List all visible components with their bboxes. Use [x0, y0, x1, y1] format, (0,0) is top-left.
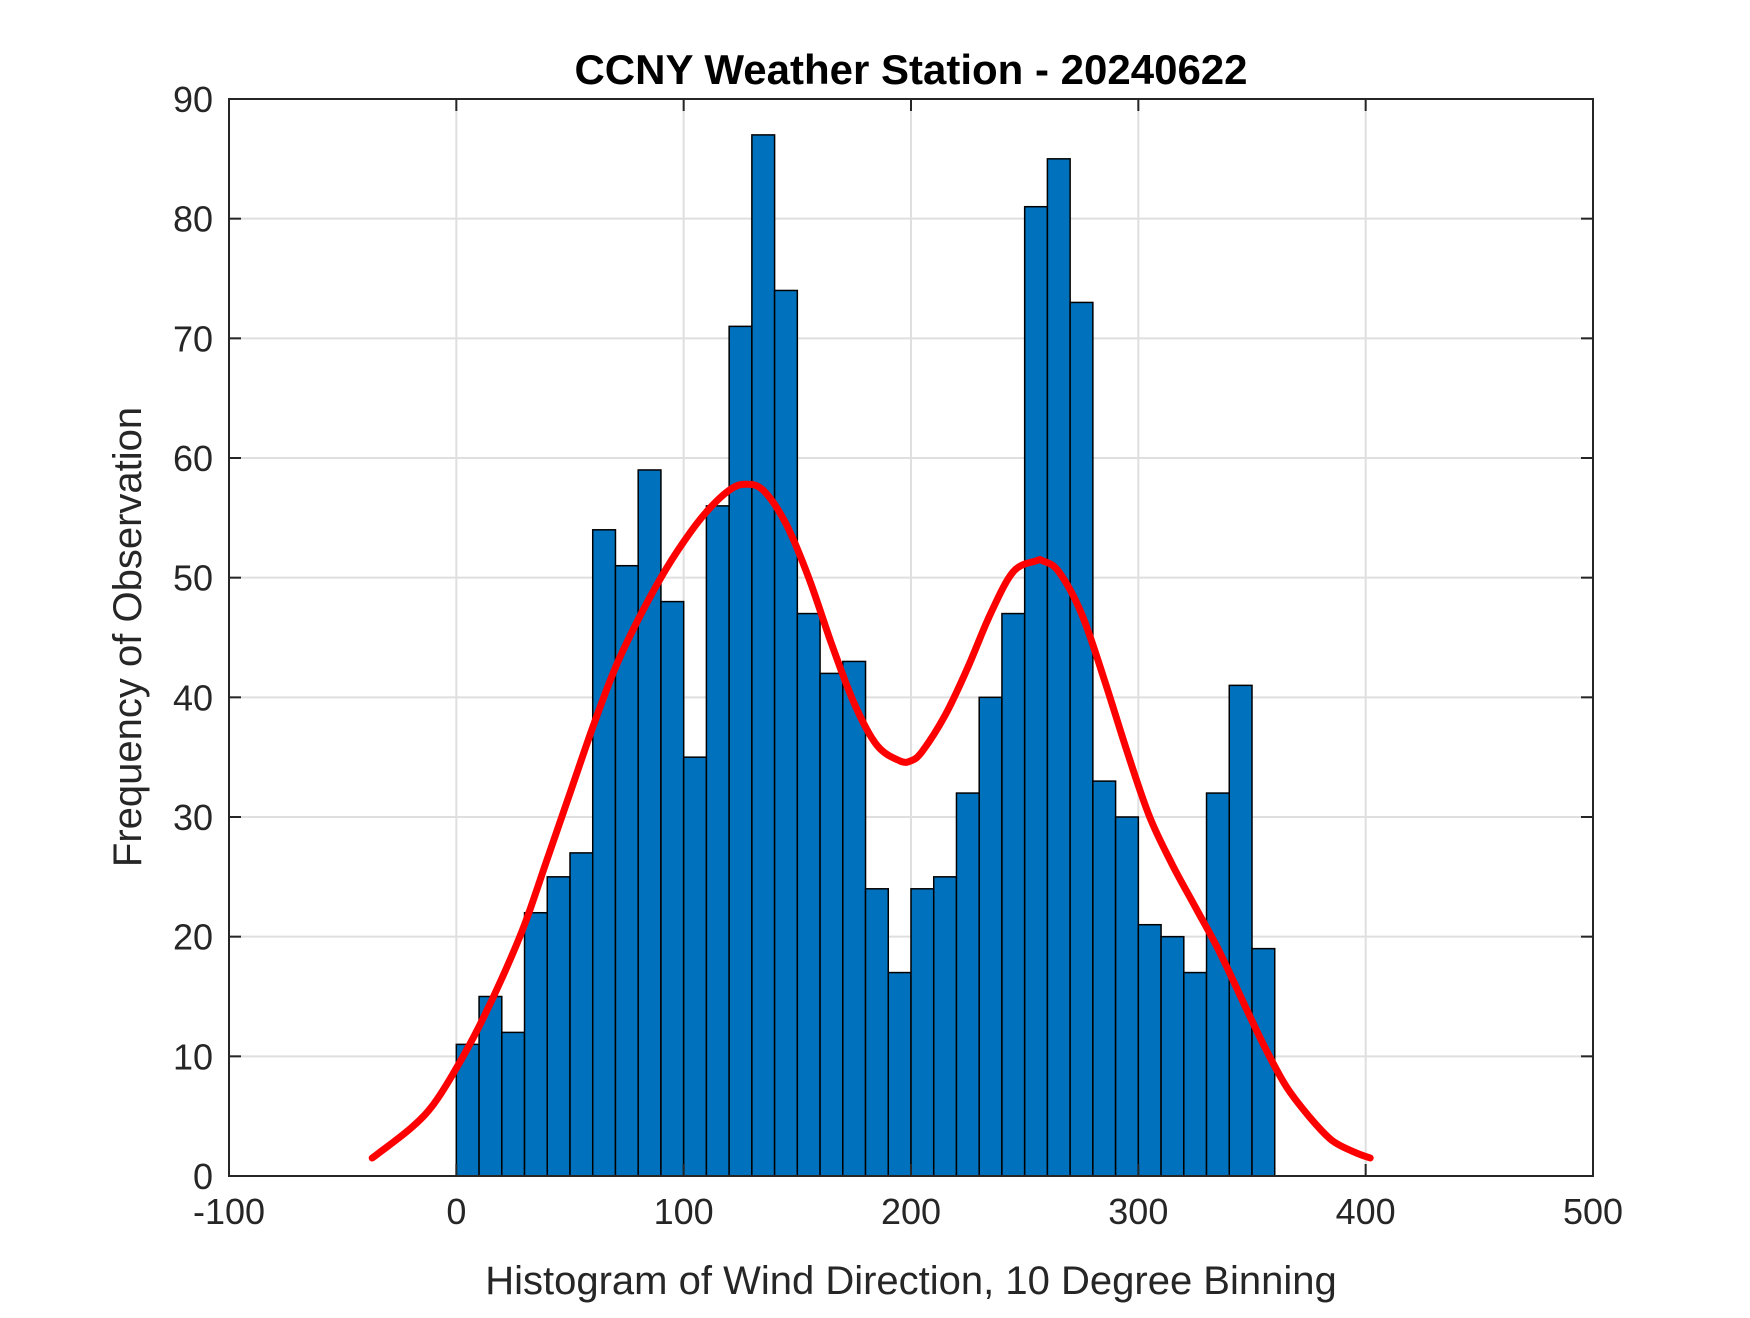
- x-axis-label: Histogram of Wind Direction, 10 Degree B…: [485, 1259, 1337, 1303]
- axes: [228, 98, 1594, 1177]
- histogram-bar: [1046, 158, 1071, 1177]
- x-tick-label: 100: [654, 1191, 714, 1232]
- y-axis-label: Frequency of Observation: [106, 407, 150, 867]
- histogram-bar: [637, 469, 662, 1177]
- y-tick-label: 0: [193, 1156, 213, 1197]
- y-tick-label: 20: [173, 917, 213, 958]
- histogram-bar: [546, 876, 571, 1177]
- histogram-bar: [501, 1031, 526, 1177]
- histogram-bar: [569, 852, 594, 1177]
- histogram-bar: [1069, 301, 1094, 1177]
- histogram-bar: [1205, 792, 1231, 1177]
- y-tick-label: 60: [173, 438, 213, 479]
- histogram-bar: [887, 971, 912, 1177]
- fit-curve: [368, 480, 1374, 1162]
- histogram-bar: [1183, 971, 1208, 1177]
- y-tick-label: 80: [173, 199, 213, 240]
- y-tick-label: 50: [173, 558, 213, 599]
- histogram-bar: [1001, 612, 1026, 1177]
- x-tick-label: 300: [1108, 1191, 1168, 1232]
- histogram-bar: [523, 911, 549, 1177]
- histogram-bar: [728, 325, 753, 1177]
- histogram-bar: [1160, 935, 1185, 1177]
- histogram-bar: [932, 876, 958, 1177]
- histogram-bar: [773, 289, 799, 1177]
- histogram-bar: [1092, 780, 1117, 1177]
- x-tick-label: -100: [193, 1191, 265, 1232]
- fit-curve-line: [368, 480, 1374, 1162]
- y-tick-label: 70: [173, 318, 213, 359]
- chart-title: CCNY Weather Station - 20240622: [574, 46, 1247, 93]
- histogram-bar: [1114, 816, 1140, 1177]
- histogram-bar: [1228, 684, 1253, 1177]
- histogram-bar: [682, 756, 708, 1177]
- histogram-bar: [978, 696, 1003, 1177]
- histogram-bar: [1137, 923, 1162, 1177]
- histogram-bar: [819, 672, 844, 1177]
- y-tick-label: 30: [173, 797, 213, 838]
- histogram-bar: [591, 529, 617, 1177]
- x-tick-label: 400: [1336, 1191, 1396, 1232]
- y-tick-label: 10: [173, 1036, 213, 1077]
- histogram-bar: [705, 505, 730, 1177]
- histogram-bars: [455, 134, 1276, 1177]
- x-tick-label: 200: [881, 1191, 941, 1232]
- histogram-bar: [864, 888, 890, 1177]
- histogram-bar: [910, 888, 935, 1177]
- histogram-bar: [955, 792, 980, 1177]
- histogram-bar: [751, 134, 776, 1177]
- histogram-bar: [1023, 205, 1049, 1177]
- histogram-bar: [660, 600, 685, 1177]
- histogram-bar: [842, 660, 867, 1177]
- x-tick-label: 500: [1563, 1191, 1623, 1232]
- x-tick-label: 0: [446, 1191, 466, 1232]
- histogram-bar: [796, 612, 821, 1177]
- y-tick-label: 90: [173, 79, 213, 120]
- y-tick-label: 40: [173, 677, 213, 718]
